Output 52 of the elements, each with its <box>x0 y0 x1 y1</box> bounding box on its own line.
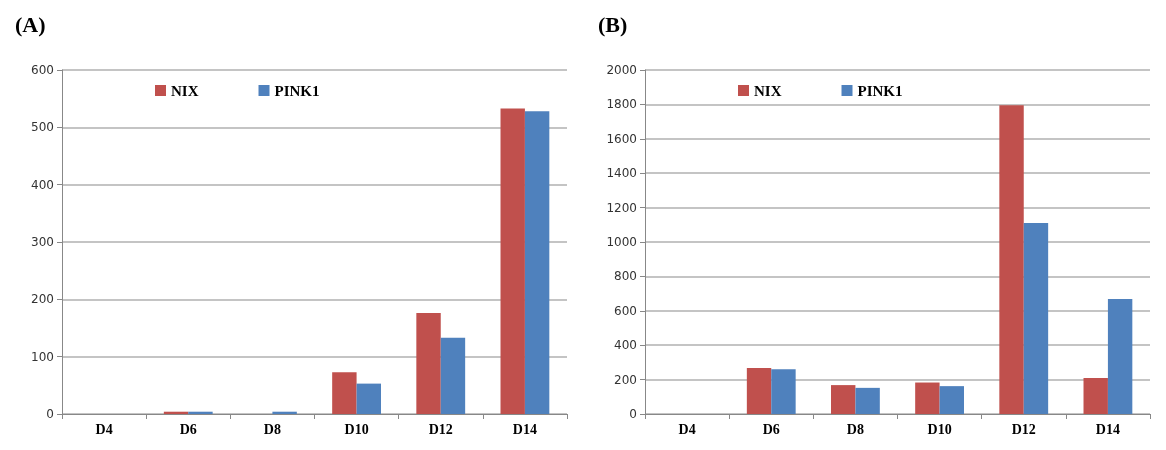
bar <box>855 387 880 414</box>
y-tick-label: 500 <box>31 120 54 135</box>
y-tick-label: 0 <box>46 407 54 421</box>
bar <box>999 105 1024 414</box>
x-tick-label: D8 <box>846 421 864 437</box>
y-tick-label: 1200 <box>606 200 637 215</box>
x-tick-label: D12 <box>428 421 453 437</box>
legend-label: PINK1 <box>274 82 320 99</box>
bar <box>939 386 964 414</box>
x-tick-label: D8 <box>263 421 281 437</box>
y-tick-label: 800 <box>614 269 637 284</box>
x-tick-label: D12 <box>1011 421 1036 437</box>
bar <box>356 383 381 414</box>
x-tick-label: D6 <box>762 421 780 437</box>
y-tick-label: 1600 <box>606 131 637 146</box>
bar <box>524 111 550 414</box>
legend-label: NIX <box>754 82 782 99</box>
bar <box>1083 377 1108 414</box>
x-tick-label: D4 <box>95 421 113 437</box>
bar <box>1107 299 1133 414</box>
bar <box>746 367 772 414</box>
y-tick-label: 400 <box>31 177 54 192</box>
x-tick-label: D4 <box>678 421 696 437</box>
x-tick-label: D14 <box>1095 421 1120 437</box>
y-tick-label: 600 <box>31 63 54 77</box>
y-tick-label: 400 <box>614 338 637 353</box>
y-tick-label: 100 <box>31 349 54 364</box>
bar <box>332 372 357 414</box>
y-tick-label: 200 <box>31 292 54 307</box>
chart-title: (B) <box>598 11 628 37</box>
bar <box>831 385 856 414</box>
bar <box>771 369 796 414</box>
bar <box>416 313 441 414</box>
bar <box>915 382 940 414</box>
y-tick-label: 0 <box>629 407 637 421</box>
x-tick-label: D10 <box>927 421 952 437</box>
chart-title: (A) <box>15 11 46 37</box>
legend-label: NIX <box>171 82 199 99</box>
y-tick-label: 600 <box>614 303 637 318</box>
y-tick-label: 1400 <box>606 166 637 181</box>
x-tick-label: D14 <box>512 421 537 437</box>
y-tick-label: 300 <box>31 235 54 249</box>
y-tick-label: 1000 <box>606 235 637 249</box>
y-tick-label: 200 <box>614 372 637 387</box>
y-tick-label: 1800 <box>606 97 637 112</box>
y-tick-label: 2000 <box>606 63 637 77</box>
x-tick-label: D10 <box>344 421 369 437</box>
x-tick-label: D6 <box>179 421 197 437</box>
bar <box>440 337 466 414</box>
bar <box>1023 223 1049 414</box>
bar <box>500 108 525 414</box>
legend-label: PINK1 <box>857 82 903 99</box>
